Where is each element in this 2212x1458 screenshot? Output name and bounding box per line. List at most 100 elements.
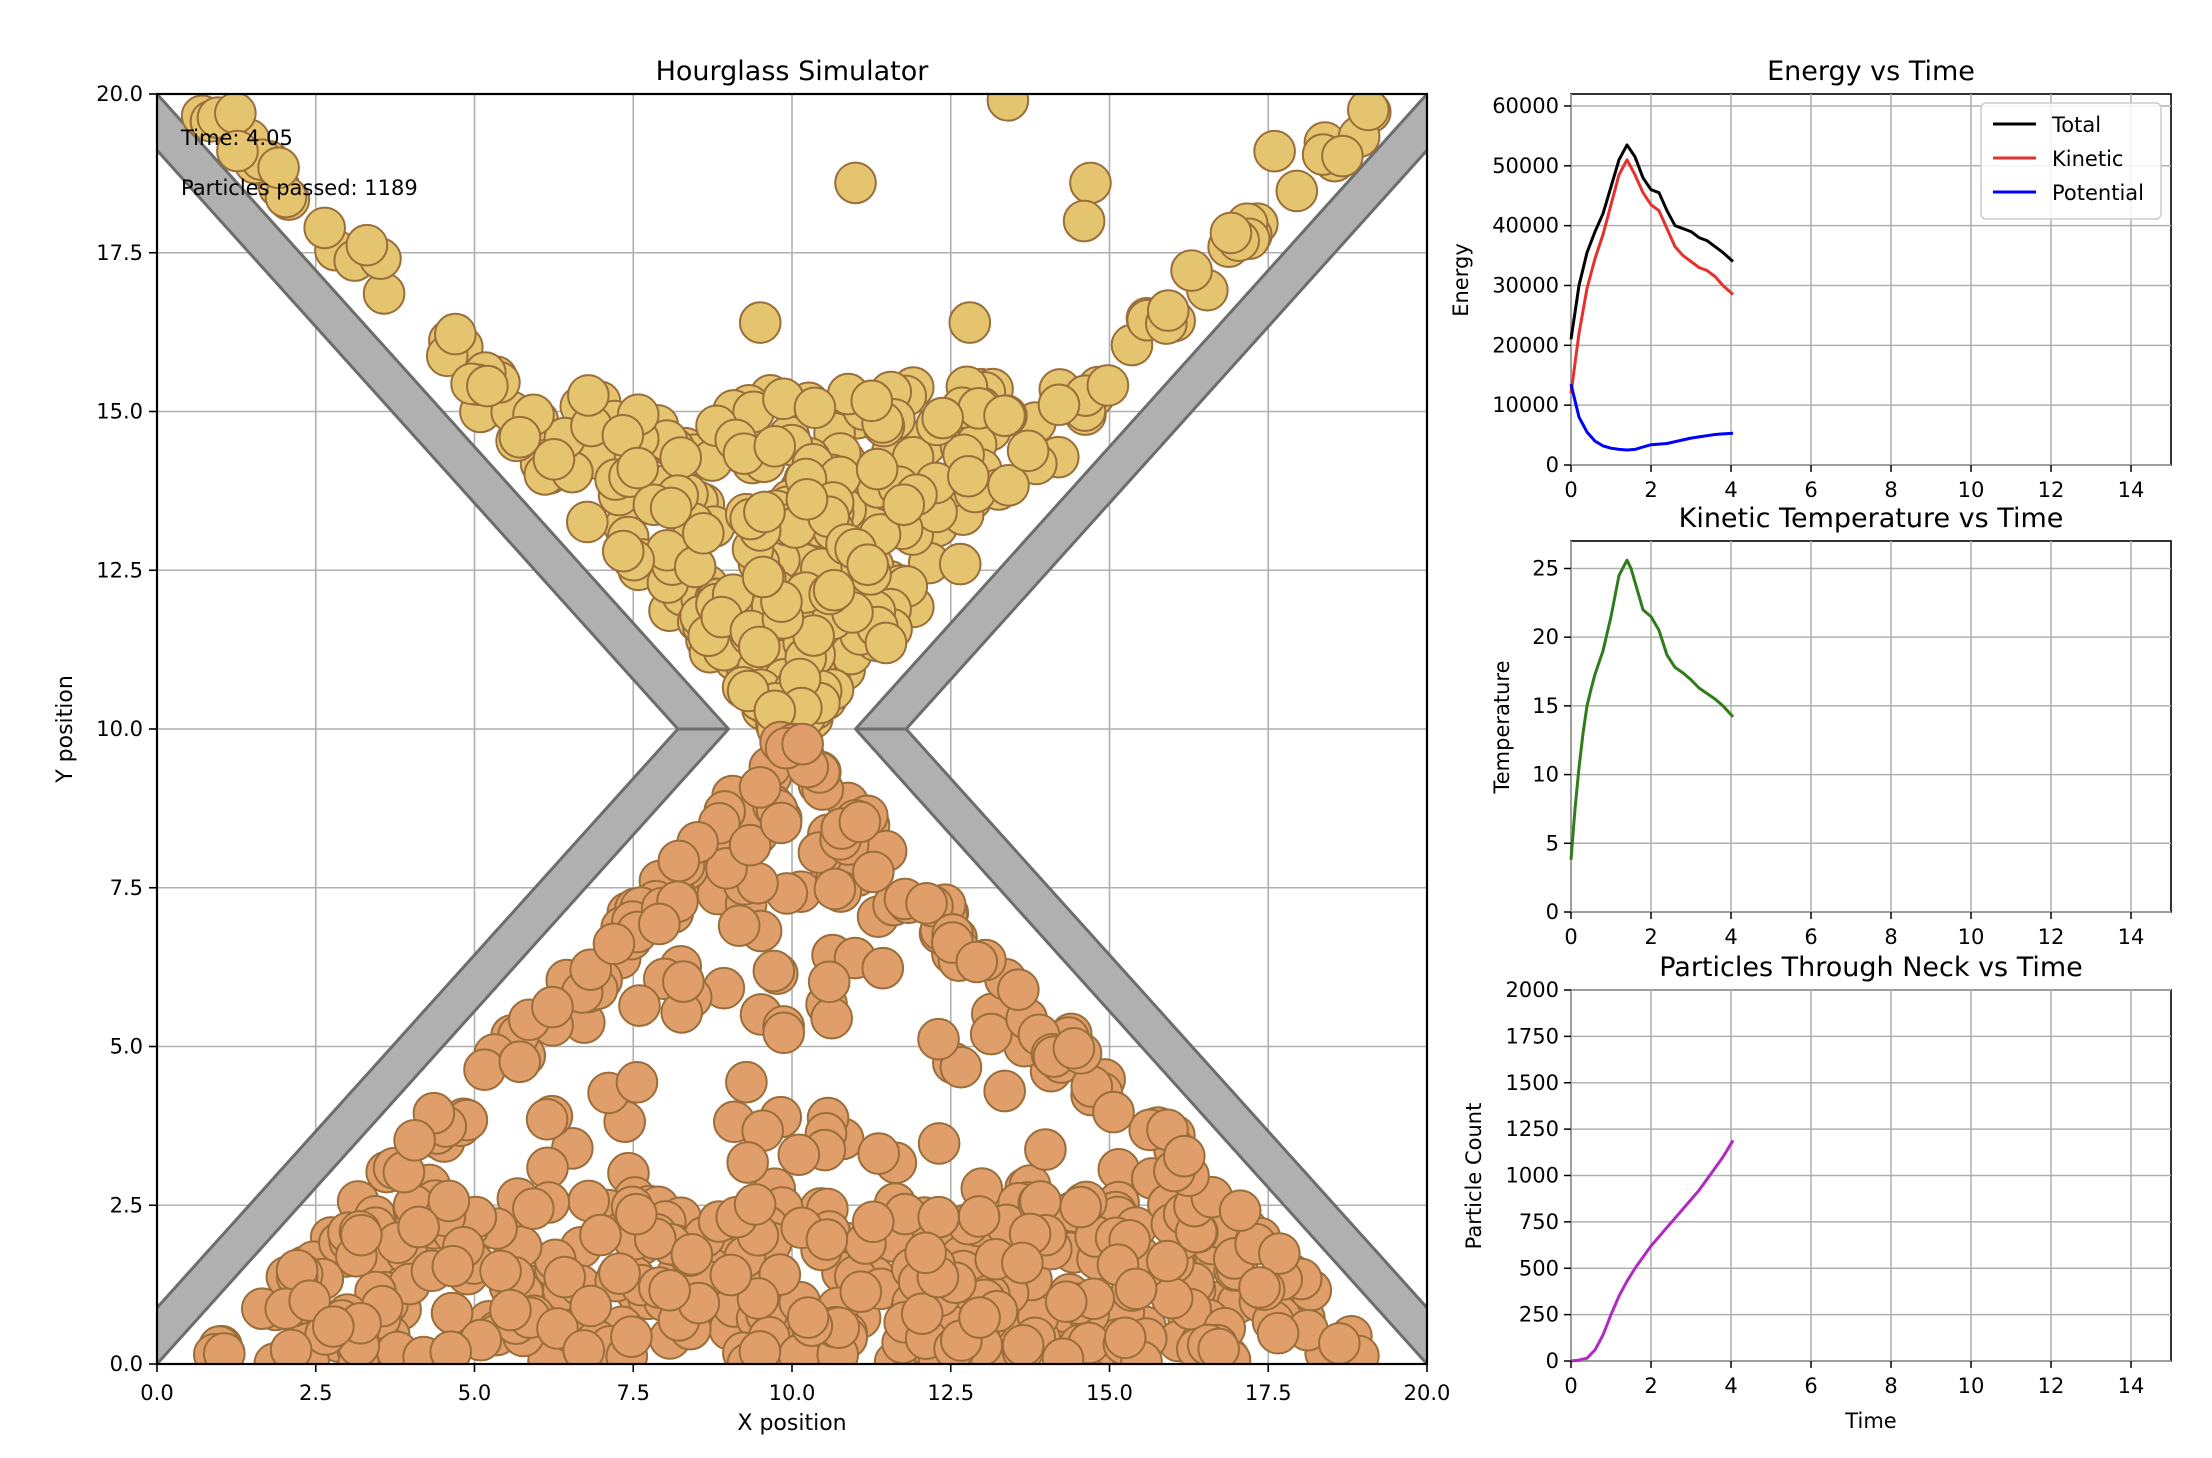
y-tick-label: 12.5 — [96, 558, 143, 582]
particle — [1086, 364, 1130, 407]
particle — [562, 1329, 606, 1364]
particle — [917, 1017, 960, 1061]
particle — [592, 922, 636, 966]
particle — [753, 424, 797, 468]
particle — [498, 1040, 542, 1084]
particle — [834, 161, 877, 205]
x-tick-label: 12 — [2038, 478, 2065, 502]
particle — [812, 568, 856, 612]
particle — [543, 1255, 587, 1299]
particle — [1318, 1322, 1361, 1364]
particle — [882, 483, 926, 527]
particle — [846, 543, 889, 587]
particle — [202, 1332, 246, 1364]
particle — [955, 940, 999, 984]
legend-label-kinetic: Kinetic — [2052, 147, 2123, 171]
particle — [738, 1330, 782, 1364]
particle — [807, 960, 851, 1004]
temperature-title: Kinetic Temperature vs Time — [1679, 503, 2064, 534]
particle — [498, 415, 542, 459]
x-tick-label: 2.5 — [299, 1381, 332, 1405]
main-y-label: Y position — [53, 675, 78, 784]
main-x-label: X position — [737, 1411, 846, 1436]
particle — [737, 625, 781, 669]
y-tick-label: 15.0 — [96, 400, 143, 424]
particle — [1006, 429, 1050, 473]
particle — [839, 1270, 883, 1314]
y-tick-label: 20000 — [1492, 333, 1559, 357]
x-tick-label: 10.0 — [769, 1381, 816, 1405]
x-tick-label: 8 — [1884, 925, 1897, 949]
particle-count-x-label: Time — [1844, 1409, 1896, 1433]
particle — [1275, 169, 1319, 213]
particle — [1103, 1316, 1147, 1360]
particle — [429, 1330, 473, 1364]
particle — [736, 1277, 780, 1320]
y-tick-label: 5.0 — [110, 1035, 143, 1059]
energy-legend: Total Kinetic Potential — [1980, 102, 2162, 220]
particle — [340, 1213, 383, 1257]
particle — [662, 960, 705, 1003]
temperature-plot: 0 2 4 6 8 10 12 14 0 5 10 15 20 25 Kinetic Temperatu… — [1490, 503, 2172, 949]
y-tick-label: 20 — [1532, 625, 1559, 649]
legend-label-potential: Potential — [2052, 181, 2144, 205]
hourglass-wall — [854, 727, 1427, 1364]
particle — [997, 968, 1040, 1012]
particle — [838, 800, 882, 844]
particle-count-lines — [1570, 1139, 1735, 1363]
hourglass-wall — [157, 727, 730, 1364]
x-tick-label: 14 — [2118, 478, 2145, 502]
particle — [813, 867, 857, 911]
particle — [1218, 1189, 1262, 1233]
particle — [900, 1292, 944, 1336]
main-title: Hourglass Simulator — [656, 56, 930, 87]
particle — [917, 1122, 961, 1165]
particle — [938, 542, 982, 586]
particle — [1092, 1090, 1135, 1134]
particle — [637, 902, 681, 946]
particle — [777, 1133, 821, 1177]
particle — [618, 984, 661, 1027]
particle — [986, 94, 1030, 122]
y-tick-label: 5 — [1546, 831, 1559, 855]
series-line-p2-0 — [1569, 558, 1735, 860]
y-tick-label: 40000 — [1492, 214, 1559, 238]
x-tick-label: 2 — [1644, 1374, 1657, 1398]
legend-box — [1980, 102, 2162, 220]
particles-passed-annotation: Particles passed: 1189 — [181, 176, 418, 200]
particle — [861, 946, 905, 990]
x-tick-label: 5.0 — [458, 1381, 491, 1405]
particle — [648, 1268, 691, 1312]
particle — [1197, 1327, 1240, 1364]
particle — [601, 529, 645, 573]
series-line-kinetic — [1569, 158, 1735, 394]
particle — [733, 1183, 777, 1226]
x-tick-label: 4 — [1724, 925, 1737, 949]
particle — [1044, 1280, 1088, 1324]
particle — [917, 1195, 960, 1239]
y-tick-label: 10000 — [1492, 393, 1559, 417]
x-tick-label: 7.5 — [617, 1381, 650, 1405]
temperature-plot-frame — [1570, 540, 2172, 913]
x-tick-label: 10 — [1958, 478, 1985, 502]
particle — [427, 1179, 471, 1223]
particle — [958, 1296, 1001, 1339]
temperature-lines — [1569, 558, 1735, 860]
x-tick-label: 4 — [1724, 478, 1737, 502]
x-tick-label: 14 — [2118, 925, 2145, 949]
y-tick-label: 17.5 — [96, 241, 143, 265]
y-tick-label: 10.0 — [96, 717, 143, 741]
x-tick-label: 0.0 — [140, 1381, 173, 1405]
particle-count-grid — [1570, 989, 2171, 1362]
particle — [532, 438, 576, 481]
particle — [569, 1284, 613, 1328]
particle — [1162, 1134, 1206, 1178]
particle — [709, 1253, 753, 1297]
energy-y-ticks: 0 10000 20000 30000 40000 50000 60000 — [1492, 94, 1571, 477]
y-tick-label: 500 — [1519, 1256, 1559, 1280]
time-annotation: Time: 4.05 — [180, 126, 293, 150]
particle — [269, 1328, 313, 1364]
series-line-potential — [1569, 383, 1734, 452]
hourglass-walls — [157, 94, 1427, 1364]
particle-count-plot: 0 2 4 6 8 10 12 14 0 250 500 750 1000 1250 1500 1750 20… — [1462, 952, 2172, 1433]
